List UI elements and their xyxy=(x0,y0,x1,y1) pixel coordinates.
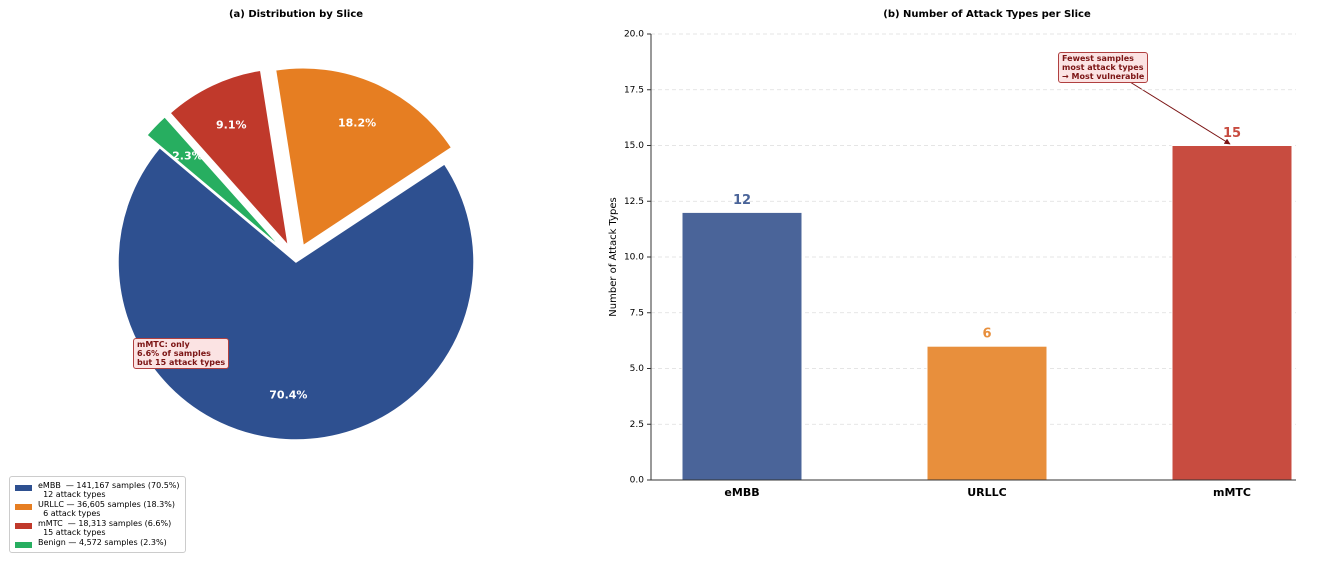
y-tick-label: 0.0 xyxy=(630,476,645,486)
x-tick-label: mMTC xyxy=(1213,486,1251,499)
y-tick-label: 2.5 xyxy=(630,420,644,430)
y-tick-label: 12.5 xyxy=(624,197,644,207)
y-tick-label: 10.0 xyxy=(624,253,644,263)
x-tick-label: eMBB xyxy=(724,486,759,499)
y-tick-label: 17.5 xyxy=(624,85,644,95)
legend: eMBB — 141,167 samples (70.5%) 12 attack… xyxy=(9,476,186,553)
y-tick-label: 5.0 xyxy=(630,364,645,374)
pie-slice xyxy=(145,115,284,251)
legend-label: URLLC — 36,605 samples (18.3%) 6 attack … xyxy=(38,500,175,518)
pie-slice xyxy=(274,67,453,247)
bar-annotation: Fewest samples most attack types → Most … xyxy=(1058,52,1149,83)
legend-swatch xyxy=(15,542,32,548)
legend-swatch xyxy=(15,485,32,491)
slice-label: 2.3% xyxy=(172,150,203,163)
bar-title: (b) Number of Attack Types per Slice xyxy=(883,9,1091,20)
pie-slice xyxy=(168,69,290,249)
slice-label: 18.2% xyxy=(338,117,376,130)
bar xyxy=(681,211,803,481)
legend-swatch xyxy=(15,504,32,510)
y-tick-label: 7.5 xyxy=(630,308,644,318)
slice-label: 9.1% xyxy=(216,118,247,131)
value-label: 12 xyxy=(733,193,751,208)
x-tick-label: URLLC xyxy=(967,486,1007,499)
legend-label: eMBB — 141,167 samples (70.5%) 12 attack… xyxy=(38,481,180,499)
legend-entry: mMTC — 18,313 samples (6.6%) 15 attack t… xyxy=(15,519,180,537)
legend-swatch xyxy=(15,523,32,529)
value-label: 15 xyxy=(1223,126,1241,141)
y-axis-label: Number of Attack Types xyxy=(608,197,619,316)
pie-annotation: mMTC: only 6.6% of samples but 15 attack… xyxy=(133,338,230,369)
y-tick-label: 20.0 xyxy=(624,30,644,40)
annotation-arrow xyxy=(1129,81,1231,145)
legend-label: Benign — 4,572 samples (2.3%) xyxy=(38,538,167,547)
legend-entry: Benign — 4,572 samples (2.3%) xyxy=(15,538,180,548)
bar xyxy=(1171,145,1293,481)
legend-entry: eMBB — 141,167 samples (70.5%) 12 attack… xyxy=(15,481,180,499)
bar xyxy=(926,345,1048,481)
slice-label: 70.4% xyxy=(269,388,307,401)
y-tick-label: 15.0 xyxy=(624,141,644,151)
legend-label: mMTC — 18,313 samples (6.6%) 15 attack t… xyxy=(38,519,172,537)
pie-title: (a) Distribution by Slice xyxy=(229,9,363,20)
legend-entry: URLLC — 36,605 samples (18.3%) 6 attack … xyxy=(15,500,180,518)
value-label: 6 xyxy=(982,327,991,342)
